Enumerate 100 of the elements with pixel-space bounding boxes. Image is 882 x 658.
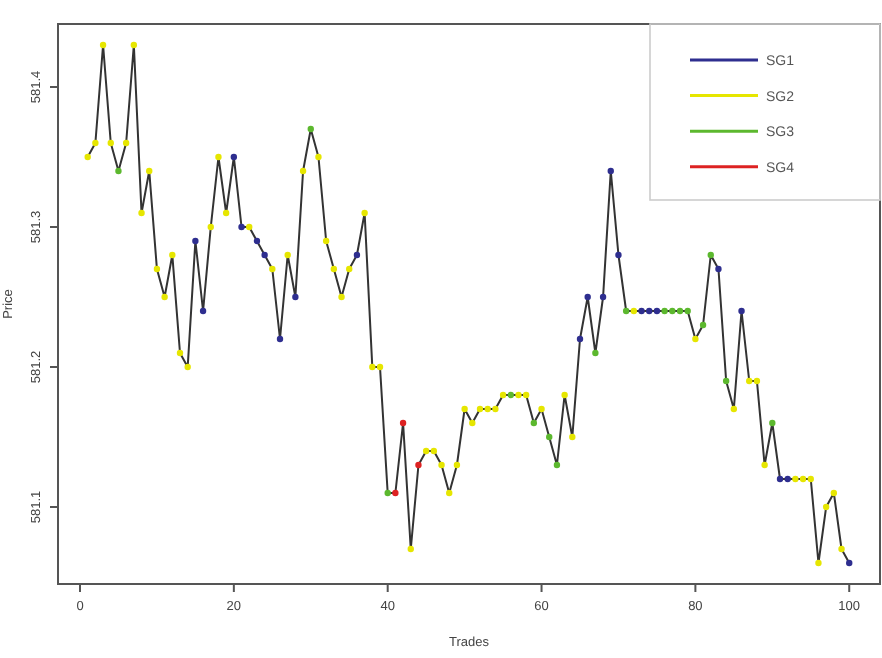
point (146, 167, 153, 175)
point (846, 559, 853, 567)
point (561, 391, 568, 399)
point (292, 293, 299, 301)
point (630, 307, 638, 315)
point (784, 475, 791, 483)
point (815, 559, 822, 567)
point (238, 223, 245, 231)
point (207, 223, 214, 231)
point (138, 209, 145, 217)
point (715, 265, 722, 273)
point (838, 545, 845, 553)
point (676, 307, 684, 315)
point (484, 405, 491, 413)
point (307, 125, 314, 133)
point (507, 391, 514, 399)
point (438, 461, 445, 469)
point (107, 139, 114, 147)
point (376, 363, 384, 371)
point (399, 419, 407, 427)
point (769, 419, 776, 427)
point (369, 363, 376, 371)
point (92, 139, 99, 147)
point (169, 251, 176, 259)
point (753, 377, 761, 385)
point (692, 335, 699, 343)
point (407, 545, 414, 553)
point (546, 433, 553, 441)
point (476, 405, 484, 413)
point (222, 209, 230, 217)
point (246, 223, 253, 231)
point (84, 153, 91, 161)
point (746, 377, 753, 385)
point (430, 447, 438, 455)
point (792, 475, 799, 483)
point (422, 447, 430, 455)
point (99, 41, 107, 49)
point (699, 321, 707, 329)
point (653, 307, 661, 315)
point (622, 307, 630, 315)
point (684, 307, 691, 315)
point (269, 265, 276, 273)
point (707, 251, 714, 259)
point (822, 503, 830, 511)
point (553, 461, 561, 469)
point (492, 405, 499, 413)
point (261, 251, 268, 259)
point (730, 405, 738, 413)
point (530, 419, 538, 427)
point (669, 307, 676, 315)
point (499, 391, 507, 399)
point (361, 209, 368, 217)
point (338, 293, 345, 301)
point (461, 405, 468, 413)
point (807, 475, 814, 483)
point (161, 293, 168, 301)
point (284, 251, 291, 259)
point (615, 251, 622, 259)
point (569, 433, 576, 441)
point (830, 489, 838, 497)
point (330, 265, 338, 273)
point (392, 489, 399, 497)
point (638, 307, 645, 315)
point (522, 391, 530, 399)
point (322, 237, 330, 245)
line-series (86, 44, 851, 564)
point (215, 153, 222, 161)
point (184, 363, 191, 371)
point (353, 251, 361, 259)
point (230, 153, 238, 161)
point (153, 265, 161, 273)
point (299, 167, 307, 175)
point (584, 293, 591, 301)
point (646, 307, 653, 315)
point (192, 237, 199, 245)
point (599, 293, 607, 301)
point (176, 349, 184, 357)
point (776, 475, 784, 483)
point (607, 167, 614, 175)
point (199, 307, 207, 315)
point (761, 461, 768, 469)
point (661, 307, 668, 315)
point (276, 335, 284, 343)
point (122, 139, 130, 147)
point (469, 419, 476, 427)
point (799, 475, 807, 483)
point (346, 265, 353, 273)
point (253, 237, 261, 245)
point (576, 335, 584, 343)
point (738, 307, 745, 315)
point (384, 489, 391, 497)
point (453, 461, 461, 469)
point (722, 377, 730, 385)
point (538, 405, 545, 413)
point (592, 349, 599, 357)
point (315, 153, 322, 161)
point (415, 461, 422, 469)
point (130, 41, 138, 49)
point (515, 391, 522, 399)
point (115, 167, 122, 175)
